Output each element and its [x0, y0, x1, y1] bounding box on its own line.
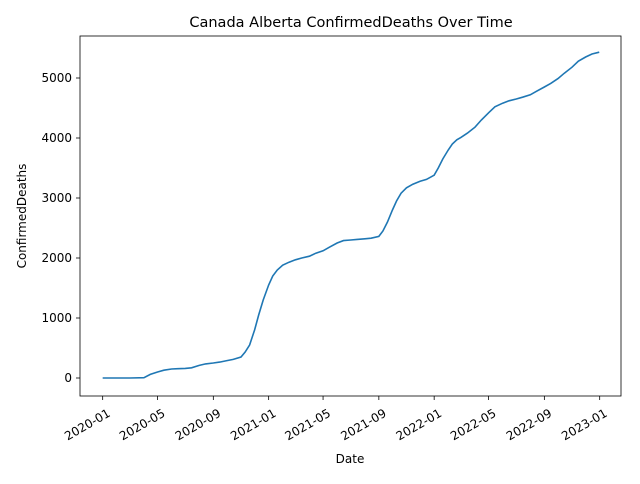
x-axis-label: Date	[336, 452, 365, 466]
y-tick-label: 3000	[41, 191, 72, 205]
series-line	[102, 51, 600, 379]
y-axis-label: ConfirmedDeaths	[15, 164, 29, 269]
chart-title: Canada Alberta ConfirmedDeaths Over Time	[189, 15, 512, 31]
plot-area	[80, 36, 621, 396]
plot-frame	[79, 35, 622, 397]
y-tick-label: 2000	[41, 251, 72, 265]
y-axis: 0 1000 2000 3000 4000 5000	[41, 71, 80, 385]
y-tick-label: 4000	[41, 131, 72, 145]
y-tick-label: 5000	[41, 71, 72, 85]
y-tick-label: 0	[64, 371, 72, 385]
y-tick-label: 1000	[41, 311, 72, 325]
